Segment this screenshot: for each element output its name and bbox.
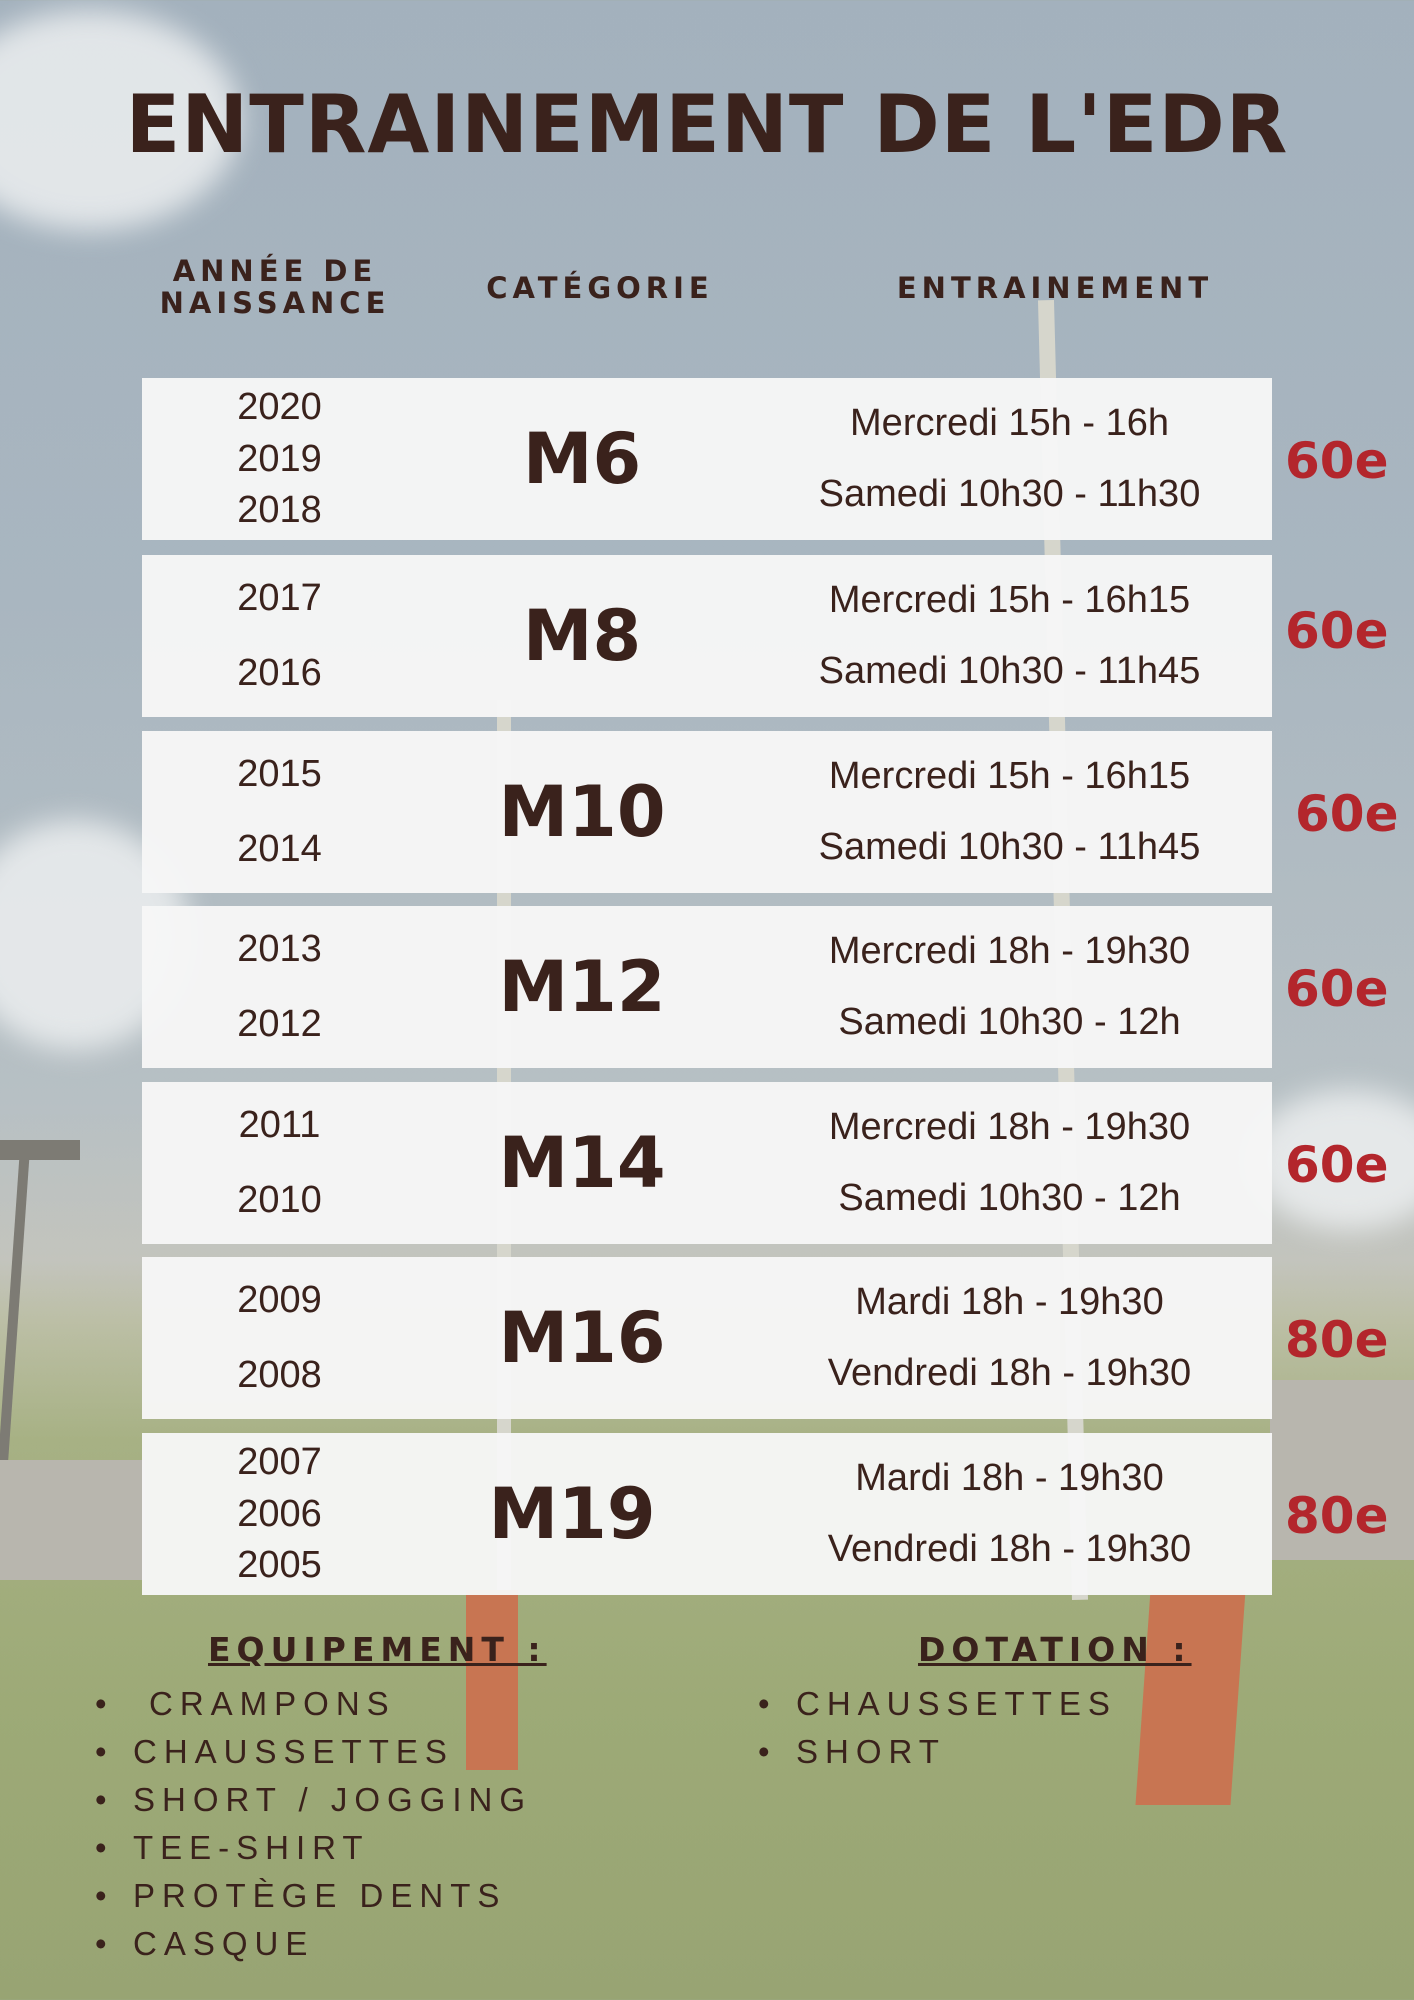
list-item: • CHAUSSETTES (95, 1728, 532, 1776)
page-title: ENTRAINEMENT DE L'EDR (125, 78, 1289, 171)
price-m10: 60e (1295, 785, 1399, 843)
list-item: • TEE-SHIRT (95, 1824, 532, 1872)
list-item: • PROTÈGE DENTS (95, 1872, 532, 1920)
category-label: M14 (498, 1122, 666, 1204)
birth-year: 2012 (237, 1003, 322, 1045)
header-training: ENTRAINEMENT (896, 271, 1214, 305)
training-session: Mercredi 15h - 16h (850, 402, 1169, 444)
equipment-item: SHORT / JOGGING (133, 1781, 532, 1818)
bullet-icon: • (758, 1733, 770, 1770)
birth-year: 2005 (237, 1543, 322, 1586)
dotation-list: • CHAUSSETTES • SHORT (758, 1680, 1117, 1776)
birth-year: 2018 (237, 488, 322, 531)
header-category: CATÉGORIE (486, 271, 714, 305)
price-m14: 60e (1285, 1136, 1389, 1194)
training-session: Samedi 10h30 - 11h30 (818, 473, 1201, 515)
schedule-row-m19: 2007 2006 2005 M19 Mardi 18h - 19h30 Ven… (142, 1433, 1272, 1595)
birth-year: 2015 (237, 753, 322, 795)
equipment-item: PROTÈGE DENTS (133, 1877, 507, 1914)
header-birth-year: ANNÉE DE NAISSANCE (159, 254, 391, 320)
training-session: Mardi 18h - 19h30 (855, 1457, 1164, 1499)
birth-years: 2009 2008 (142, 1257, 417, 1419)
schedule-row-m8: 2017 2016 M8 Mercredi 15h - 16h15 Samedi… (142, 555, 1272, 717)
training-sessions: Mercredi 18h - 19h30 Samedi 10h30 - 12h (747, 906, 1272, 1068)
price-m12: 60e (1285, 960, 1389, 1018)
equipment-item: CRAMPONS (149, 1685, 396, 1722)
training-sessions: Mercredi 15h - 16h Samedi 10h30 - 11h30 (747, 378, 1272, 540)
training-sessions: Mercredi 15h - 16h15 Samedi 10h30 - 11h4… (747, 555, 1272, 717)
birth-year: 2008 (237, 1354, 322, 1396)
birth-year: 2009 (237, 1279, 322, 1321)
price-m16: 80e (1285, 1311, 1389, 1369)
category-label: M16 (498, 1297, 666, 1379)
price-m19: 80e (1285, 1487, 1389, 1545)
training-session: Samedi 10h30 - 11h45 (818, 826, 1201, 868)
equipment-title: EQUIPEMENT : (208, 1630, 547, 1669)
bullet-icon: • (95, 1733, 107, 1770)
birth-year: 2006 (237, 1492, 322, 1535)
list-item: • CRAMPONS (95, 1680, 532, 1728)
training-session: Mardi 18h - 19h30 (855, 1281, 1164, 1323)
equipment-item: CASQUE (133, 1925, 315, 1962)
list-item: • CHAUSSETTES (758, 1680, 1117, 1728)
category-label: M8 (522, 595, 642, 677)
birth-years: 2013 2012 (142, 906, 417, 1068)
schedule-row-m6: 2020 2019 2018 M6 Mercredi 15h - 16h Sam… (142, 378, 1272, 540)
schedule-row-m14: 2011 2010 M14 Mercredi 18h - 19h30 Samed… (142, 1082, 1272, 1244)
bullet-icon: • (95, 1829, 107, 1866)
bullet-icon: • (95, 1877, 107, 1914)
equipment-item: TEE-SHIRT (133, 1829, 370, 1866)
training-session: Samedi 10h30 - 12h (838, 1177, 1181, 1219)
training-session: Vendredi 18h - 19h30 (827, 1352, 1192, 1394)
category-label: M10 (498, 771, 666, 853)
birth-year: 2010 (237, 1179, 322, 1221)
birth-year: 2007 (237, 1441, 322, 1484)
birth-years: 2015 2014 (142, 731, 417, 893)
birth-year: 2011 (238, 1104, 321, 1146)
price-m6: 60e (1285, 432, 1389, 490)
training-session: Mercredi 18h - 19h30 (828, 1106, 1191, 1148)
training-sessions: Mardi 18h - 19h30 Vendredi 18h - 19h30 (747, 1433, 1272, 1595)
dotation-item: SHORT (796, 1733, 946, 1770)
birth-year: 2020 (237, 386, 322, 429)
category-label: M6 (522, 418, 642, 500)
price-m8: 60e (1285, 602, 1389, 660)
training-session: Vendredi 18h - 19h30 (827, 1528, 1192, 1570)
bullet-icon: • (95, 1925, 107, 1962)
schedule-row-m16: 2009 2008 M16 Mardi 18h - 19h30 Vendredi… (142, 1257, 1272, 1419)
birth-years: 2011 2010 (142, 1082, 417, 1244)
bullet-icon: • (95, 1685, 107, 1722)
birth-year: 2014 (237, 828, 322, 870)
equipment-item: CHAUSSETTES (133, 1733, 454, 1770)
schedule-row-m10: 2015 2014 M10 Mercredi 15h - 16h15 Samed… (142, 731, 1272, 893)
dotation-title: DOTATION : (918, 1630, 1192, 1669)
training-sessions: Mercredi 18h - 19h30 Samedi 10h30 - 12h (747, 1082, 1272, 1244)
category-label: M19 (488, 1473, 656, 1555)
equipment-list: • CRAMPONS • CHAUSSETTES • SHORT / JOGGING … (95, 1680, 532, 1968)
birth-year: 2019 (237, 437, 322, 480)
birth-years: 2017 2016 (142, 555, 417, 717)
schedule-row-m12: 2013 2012 M12 Mercredi 18h - 19h30 Samed… (142, 906, 1272, 1068)
birth-year: 2013 (237, 928, 322, 970)
training-session: Mercredi 15h - 16h15 (828, 579, 1191, 621)
birth-years: 2007 2006 2005 (142, 1433, 417, 1595)
training-sessions: Mardi 18h - 19h30 Vendredi 18h - 19h30 (747, 1257, 1272, 1419)
category-label: M12 (498, 946, 666, 1028)
training-sessions: Mercredi 15h - 16h15 Samedi 10h30 - 11h4… (747, 731, 1272, 893)
dotation-item: CHAUSSETTES (796, 1685, 1117, 1722)
birth-year: 2016 (237, 652, 322, 694)
training-session: Samedi 10h30 - 11h45 (818, 650, 1201, 692)
training-session: Samedi 10h30 - 12h (838, 1001, 1181, 1043)
bullet-icon: • (758, 1685, 770, 1722)
list-item: • SHORT (758, 1728, 1117, 1776)
list-item: • SHORT / JOGGING (95, 1776, 532, 1824)
bullet-icon: • (95, 1781, 107, 1818)
training-session: Mercredi 15h - 16h15 (828, 755, 1191, 797)
birth-years: 2020 2019 2018 (142, 378, 417, 540)
training-session: Mercredi 18h - 19h30 (828, 930, 1191, 972)
list-item: • CASQUE (95, 1920, 532, 1968)
birth-year: 2017 (237, 577, 322, 619)
